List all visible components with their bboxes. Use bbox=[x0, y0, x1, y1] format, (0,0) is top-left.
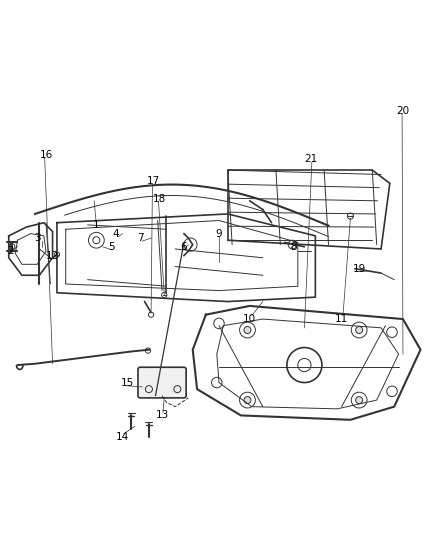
Text: 15: 15 bbox=[120, 377, 134, 387]
Text: 12: 12 bbox=[46, 251, 59, 261]
Text: 17: 17 bbox=[147, 176, 160, 186]
Text: 4: 4 bbox=[113, 229, 120, 239]
Text: 3: 3 bbox=[34, 233, 41, 243]
Text: 13: 13 bbox=[155, 410, 169, 421]
Text: 2: 2 bbox=[7, 246, 14, 256]
FancyBboxPatch shape bbox=[138, 367, 186, 398]
Circle shape bbox=[356, 327, 363, 334]
Text: 9: 9 bbox=[215, 229, 223, 239]
Text: 7: 7 bbox=[137, 233, 144, 243]
Text: 20: 20 bbox=[396, 106, 410, 116]
Text: 10: 10 bbox=[243, 314, 256, 324]
Circle shape bbox=[356, 397, 363, 403]
Text: 1: 1 bbox=[93, 220, 100, 230]
Text: 14: 14 bbox=[116, 432, 129, 442]
Text: 18: 18 bbox=[153, 193, 166, 204]
Text: 19: 19 bbox=[353, 264, 366, 273]
Circle shape bbox=[244, 397, 251, 403]
Circle shape bbox=[244, 327, 251, 334]
Text: 8: 8 bbox=[290, 242, 297, 252]
Text: 5: 5 bbox=[108, 242, 115, 252]
Text: 16: 16 bbox=[39, 150, 53, 160]
Text: 11: 11 bbox=[335, 314, 348, 324]
Text: 21: 21 bbox=[304, 154, 318, 164]
Text: 6: 6 bbox=[180, 242, 187, 252]
